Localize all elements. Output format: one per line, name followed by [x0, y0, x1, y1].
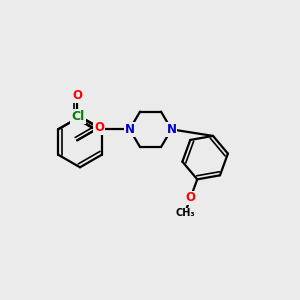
Text: N: N — [124, 123, 135, 136]
Text: N: N — [167, 123, 176, 136]
Text: O: O — [94, 121, 104, 134]
Text: O: O — [72, 89, 82, 102]
Text: O: O — [185, 191, 196, 204]
Text: Cl: Cl — [71, 110, 85, 123]
Text: CH₃: CH₃ — [175, 208, 195, 218]
